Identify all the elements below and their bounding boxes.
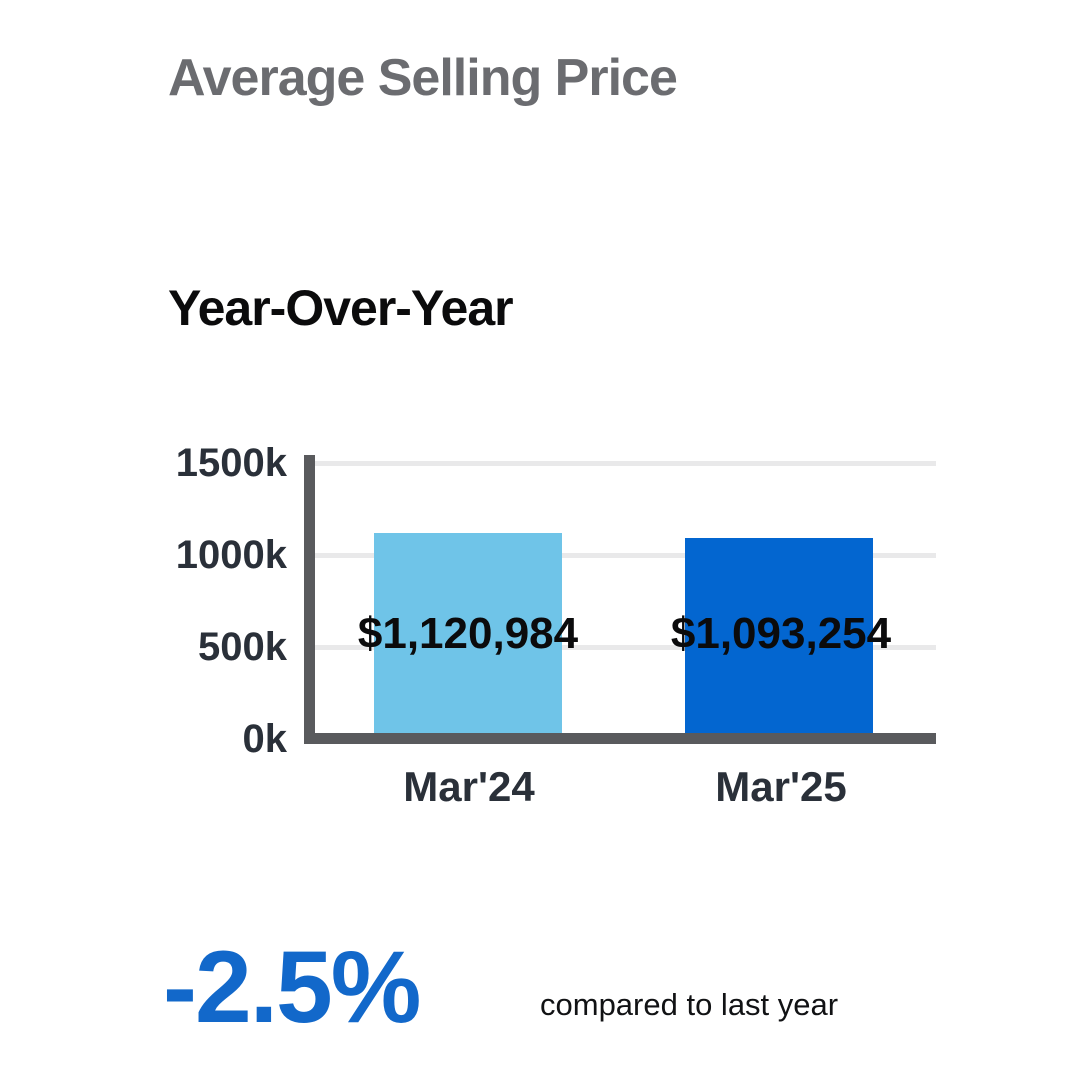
page-title: Average Selling Price xyxy=(168,49,678,107)
bar-value-label-mar25: $1,093,254 xyxy=(670,609,892,658)
gridline-500k xyxy=(315,645,936,650)
x-axis-label-mar24: Mar'24 xyxy=(403,763,535,810)
section-title: Year-Over-Year xyxy=(168,280,514,336)
change-percent: -2.5% xyxy=(163,930,421,1044)
bar-mar24 xyxy=(374,533,562,736)
y-axis-tick-0k: 0k xyxy=(242,717,288,761)
gridline-1000k xyxy=(315,553,936,558)
y-axis-tick-1500k: 1500k xyxy=(175,441,287,485)
bar-mar25 xyxy=(685,538,873,736)
y-axis-tick-500k: 500k xyxy=(198,625,287,669)
gridline-1500k xyxy=(315,461,936,466)
bar-value-label-mar24: $1,120,984 xyxy=(357,609,579,658)
x-axis-label-mar25: Mar'25 xyxy=(715,763,847,810)
y-axis-tick-1000k: 1000k xyxy=(175,533,287,577)
change-caption: compared to last year xyxy=(540,987,839,1022)
y-axis-line xyxy=(304,455,315,744)
x-axis-line xyxy=(304,733,936,744)
